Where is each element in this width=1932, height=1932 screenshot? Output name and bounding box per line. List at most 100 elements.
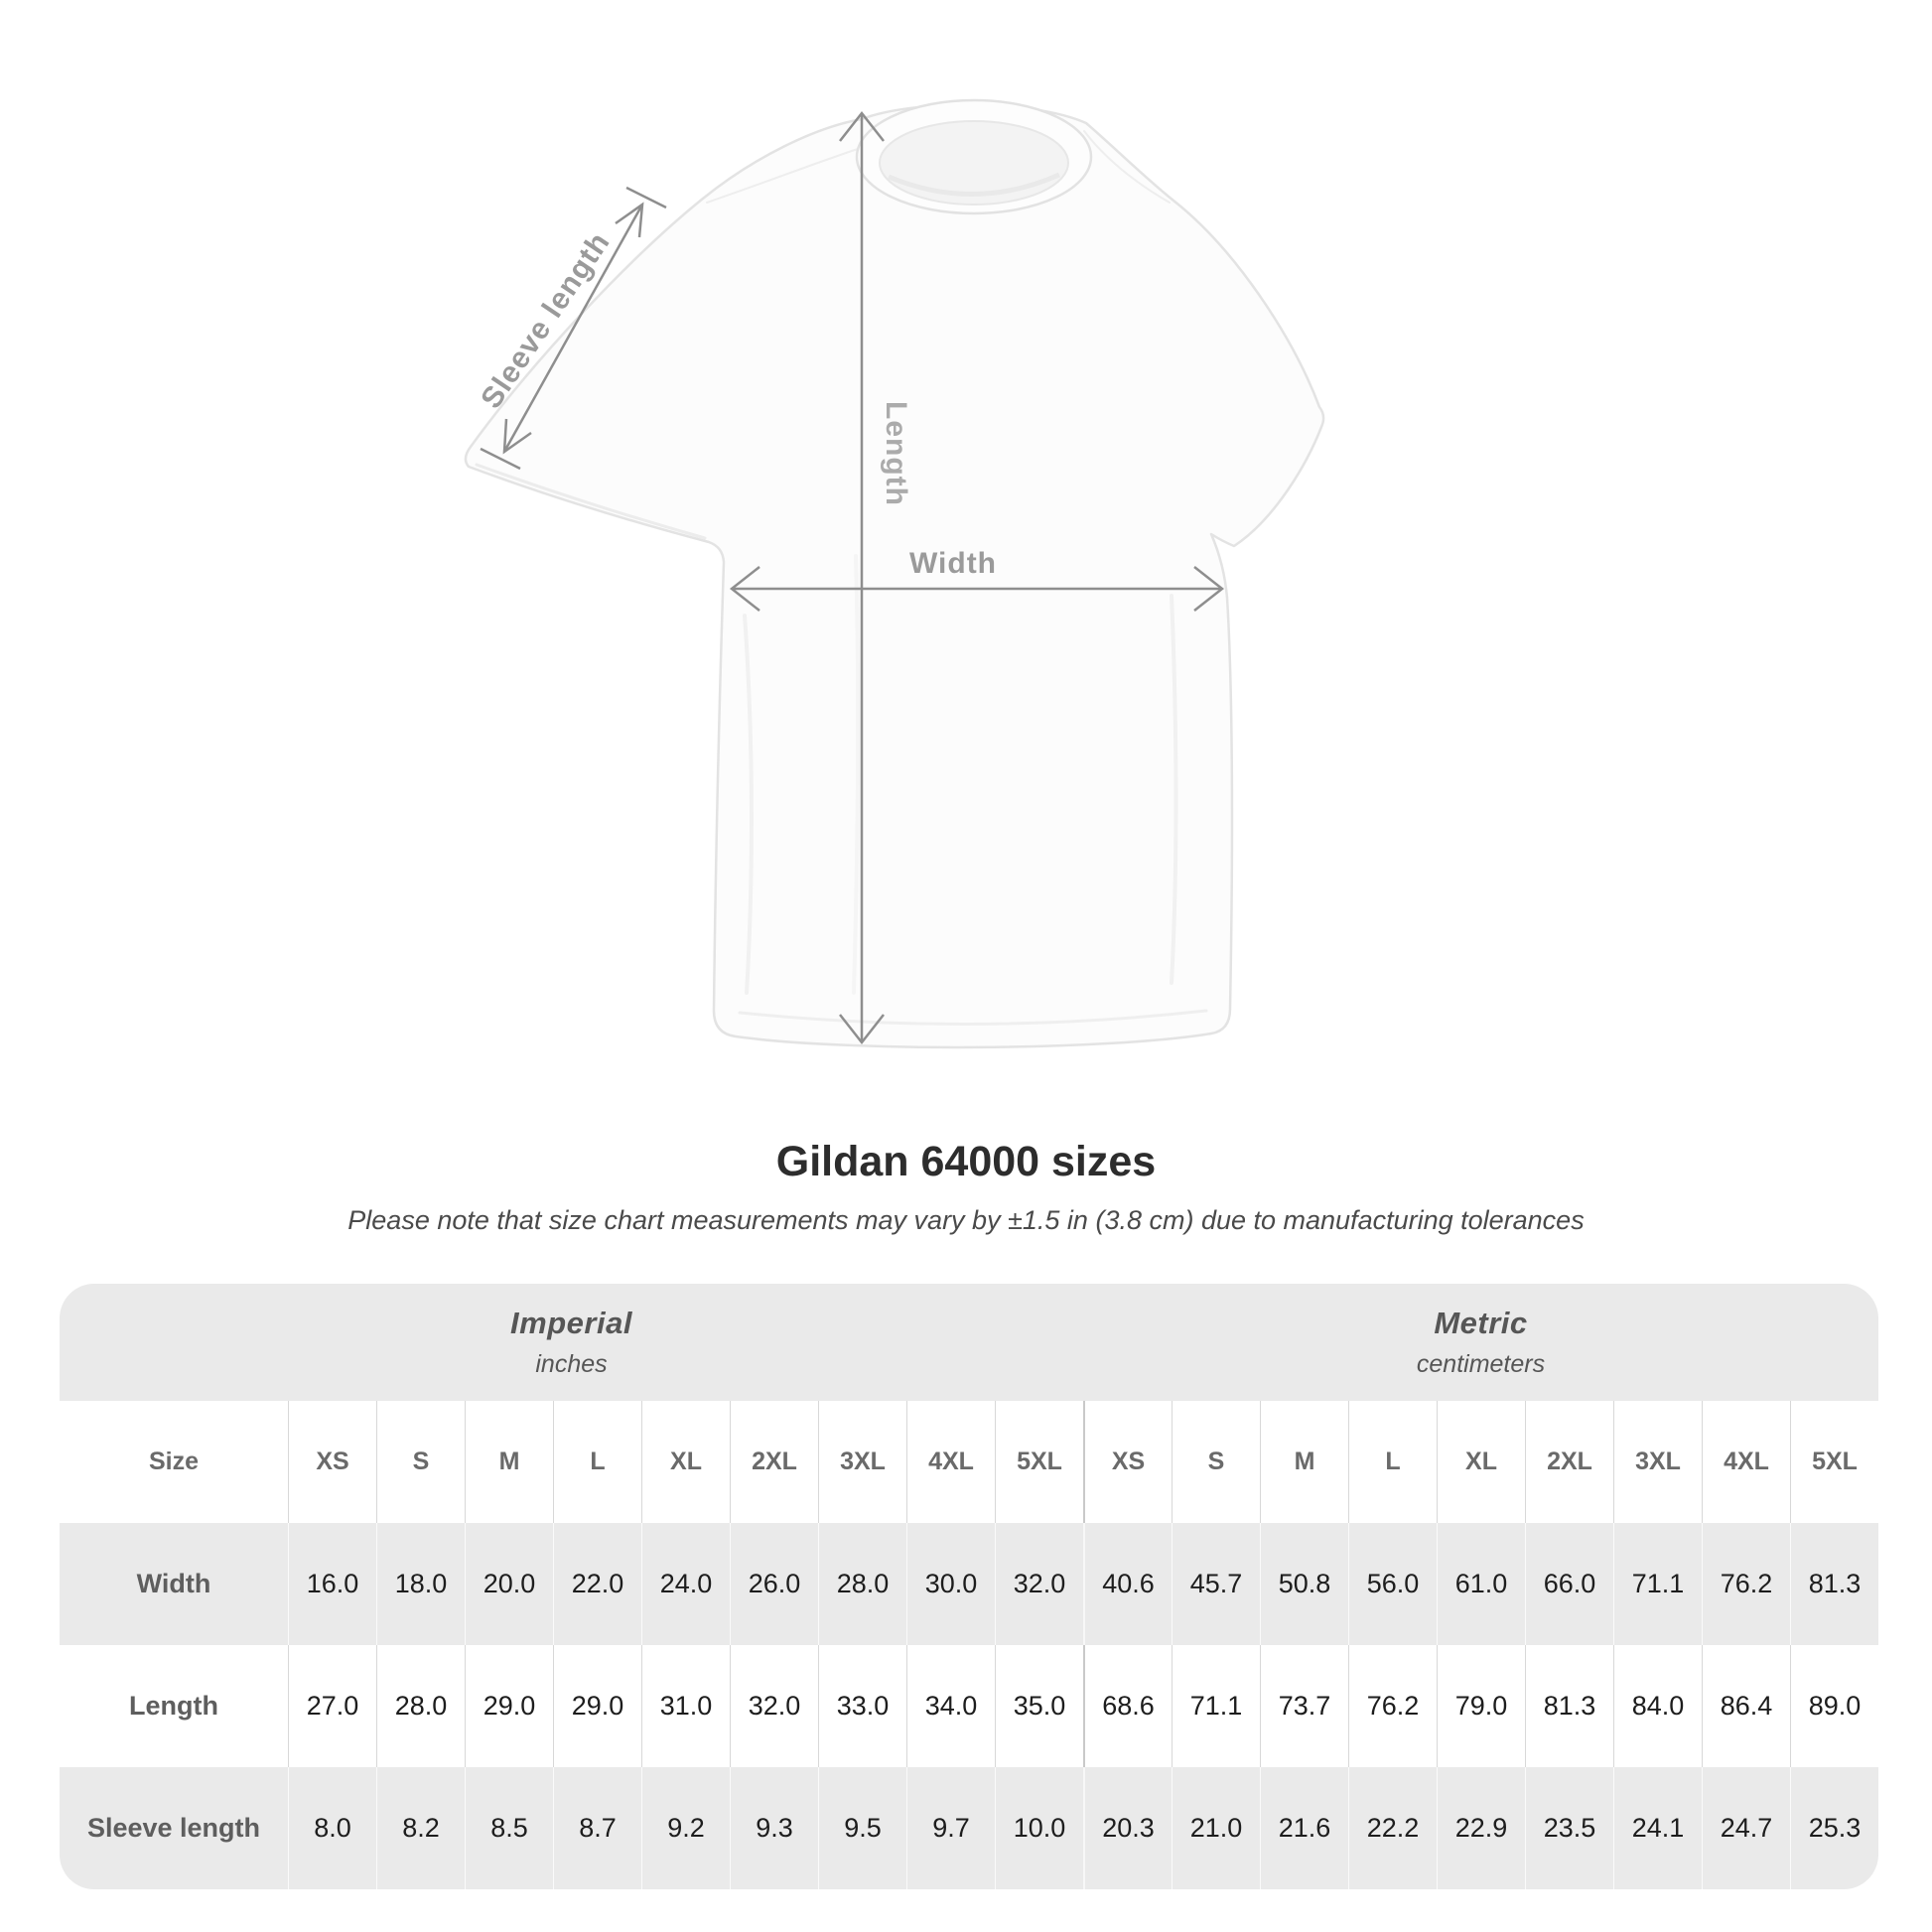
measurement-value-metric: 45.7 (1172, 1523, 1260, 1645)
measurement-row-label: Width (136, 1569, 211, 1598)
measurement-value-imperial: 30.0 (906, 1523, 995, 1645)
width-arrow (729, 566, 1225, 612)
measurement-value-imperial: 27.0 (288, 1645, 376, 1767)
size-col-header: 4XL (1702, 1401, 1790, 1523)
measurement-value-metric: 61.0 (1437, 1523, 1525, 1645)
measurement-value-metric: 22.2 (1348, 1767, 1437, 1889)
size-col-header: XL (1437, 1401, 1525, 1523)
measurement-value-imperial: 9.2 (641, 1767, 730, 1889)
tolerance-note: Please note that size chart measurements… (347, 1205, 1585, 1235)
size-col-header: XS (1083, 1401, 1172, 1523)
length-arrow (839, 110, 885, 1045)
size-col-header: 5XL (995, 1401, 1083, 1523)
tshirt-measurement-diagram: Sleeve length Length Width (464, 98, 1325, 1049)
metric-label: Metric (1434, 1306, 1528, 1340)
measurement-value-metric: 81.3 (1525, 1645, 1613, 1767)
size-col-header: M (1260, 1401, 1348, 1523)
measurement-row: Sleeve length 8.0 8.2 8.5 8.7 9.2 9.3 9.5 9.7 10.… (60, 1767, 1878, 1889)
measurement-value-metric: 56.0 (1348, 1523, 1437, 1645)
size-table: Imperial inches Metric centimeters Size X… (60, 1284, 1878, 1889)
measurement-value-imperial: 32.0 (995, 1523, 1083, 1645)
measurement-value-metric: 24.1 (1613, 1767, 1702, 1889)
measurement-value-imperial: 24.0 (641, 1523, 730, 1645)
metric-group-header: Metric centimeters (1083, 1284, 1878, 1401)
measurement-value-metric: 89.0 (1790, 1645, 1878, 1767)
measurement-value-imperial: 9.7 (906, 1767, 995, 1889)
size-col-header: L (1348, 1401, 1437, 1523)
measurement-value-imperial: 33.0 (818, 1645, 906, 1767)
measurement-value-imperial: 18.0 (376, 1523, 465, 1645)
measurement-value-imperial: 28.0 (376, 1645, 465, 1767)
imperial-unit-label: inches (535, 1350, 608, 1378)
measurement-value-metric: 71.1 (1172, 1645, 1260, 1767)
size-col-header: M (465, 1401, 553, 1523)
width-label: Width (908, 547, 998, 580)
measurement-value-metric: 20.3 (1083, 1767, 1172, 1889)
measurement-value-metric: 50.8 (1260, 1523, 1348, 1645)
measurement-value-imperial: 20.0 (465, 1523, 553, 1645)
measurement-value-imperial: 10.0 (995, 1767, 1083, 1889)
measurement-value-metric: 23.5 (1525, 1767, 1613, 1889)
measurement-row-label: Sleeve length (86, 1813, 261, 1843)
collar-shadow (888, 172, 1061, 197)
measurement-value-imperial: 29.0 (465, 1645, 553, 1767)
measurement-value-metric: 71.1 (1613, 1523, 1702, 1645)
length-label: Length (880, 401, 912, 506)
measurement-value-metric: 76.2 (1348, 1645, 1437, 1767)
measurement-value-imperial: 8.0 (288, 1767, 376, 1889)
size-col-header: 2XL (1525, 1401, 1613, 1523)
measurement-value-metric: 76.2 (1702, 1523, 1790, 1645)
measurement-value-metric: 21.6 (1260, 1767, 1348, 1889)
size-col-header: 2XL (730, 1401, 818, 1523)
measurement-value-metric: 22.9 (1437, 1767, 1525, 1889)
measurement-value-imperial: 29.0 (553, 1645, 641, 1767)
measurement-value-metric: 68.6 (1083, 1645, 1172, 1767)
size-table-body: Size XS S M L XL 2XL 3XL 4XL 5XL XS S M L XL 2XL 3XL 4XL 5… (60, 1401, 1878, 1889)
measurement-value-imperial: 34.0 (906, 1645, 995, 1767)
measurement-value-metric: 21.0 (1172, 1767, 1260, 1889)
units-band: Imperial inches Metric centimeters (60, 1284, 1878, 1401)
page-title: Gildan 64000 sizes (775, 1138, 1157, 1185)
measurement-value-imperial: 8.2 (376, 1767, 465, 1889)
measurement-value-imperial: 26.0 (730, 1523, 818, 1645)
sleeve-length-arrow (480, 186, 667, 471)
size-col-header: S (1172, 1401, 1260, 1523)
measurement-value-metric: 66.0 (1525, 1523, 1613, 1645)
size-col-header: S (376, 1401, 465, 1523)
tshirt-diagram-svg (464, 98, 1325, 1049)
measurement-row: Length 27.0 28.0 29.0 29.0 31.0 32.0 33.0 34.0 35… (60, 1645, 1878, 1767)
size-col-header: 5XL (1790, 1401, 1878, 1523)
imperial-label: Imperial (510, 1306, 632, 1340)
measurement-value-imperial: 31.0 (641, 1645, 730, 1767)
collar-opening (879, 120, 1069, 206)
metric-unit-label: centimeters (1416, 1350, 1546, 1378)
size-header-row: Size XS S M L XL 2XL 3XL 4XL 5XL XS S M L XL 2XL 3XL 4XL 5… (60, 1401, 1878, 1523)
size-col-header: XL (641, 1401, 730, 1523)
tshirt-graphic (464, 103, 1325, 1049)
measurement-value-metric: 40.6 (1083, 1523, 1172, 1645)
measurement-value-metric: 86.4 (1702, 1645, 1790, 1767)
measurement-value-imperial: 8.5 (465, 1767, 553, 1889)
measurement-row: Width 16.0 18.0 20.0 22.0 24.0 26.0 28.0 30.0 32.… (60, 1523, 1878, 1645)
measurement-value-metric: 84.0 (1613, 1645, 1702, 1767)
size-col-header: 3XL (818, 1401, 906, 1523)
measurement-value-metric: 24.7 (1702, 1767, 1790, 1889)
measurement-value-imperial: 35.0 (995, 1645, 1083, 1767)
measurement-value-imperial: 9.3 (730, 1767, 818, 1889)
size-corner-header: Size (148, 1448, 200, 1475)
measurement-value-metric: 73.7 (1260, 1645, 1348, 1767)
measurement-value-imperial: 32.0 (730, 1645, 818, 1767)
fabric-fold-lines (475, 130, 1208, 1026)
measurement-value-imperial: 28.0 (818, 1523, 906, 1645)
measurement-value-imperial: 8.7 (553, 1767, 641, 1889)
size-col-header: XS (288, 1401, 376, 1523)
measurement-value-metric: 79.0 (1437, 1645, 1525, 1767)
measurement-value-imperial: 22.0 (553, 1523, 641, 1645)
measurement-row-label: Length (129, 1691, 218, 1721)
measurement-value-imperial: 16.0 (288, 1523, 376, 1645)
size-col-header: 4XL (906, 1401, 995, 1523)
size-col-header: 3XL (1613, 1401, 1702, 1523)
measurement-value-metric: 25.3 (1790, 1767, 1878, 1889)
imperial-group-header: Imperial inches (60, 1284, 1083, 1401)
